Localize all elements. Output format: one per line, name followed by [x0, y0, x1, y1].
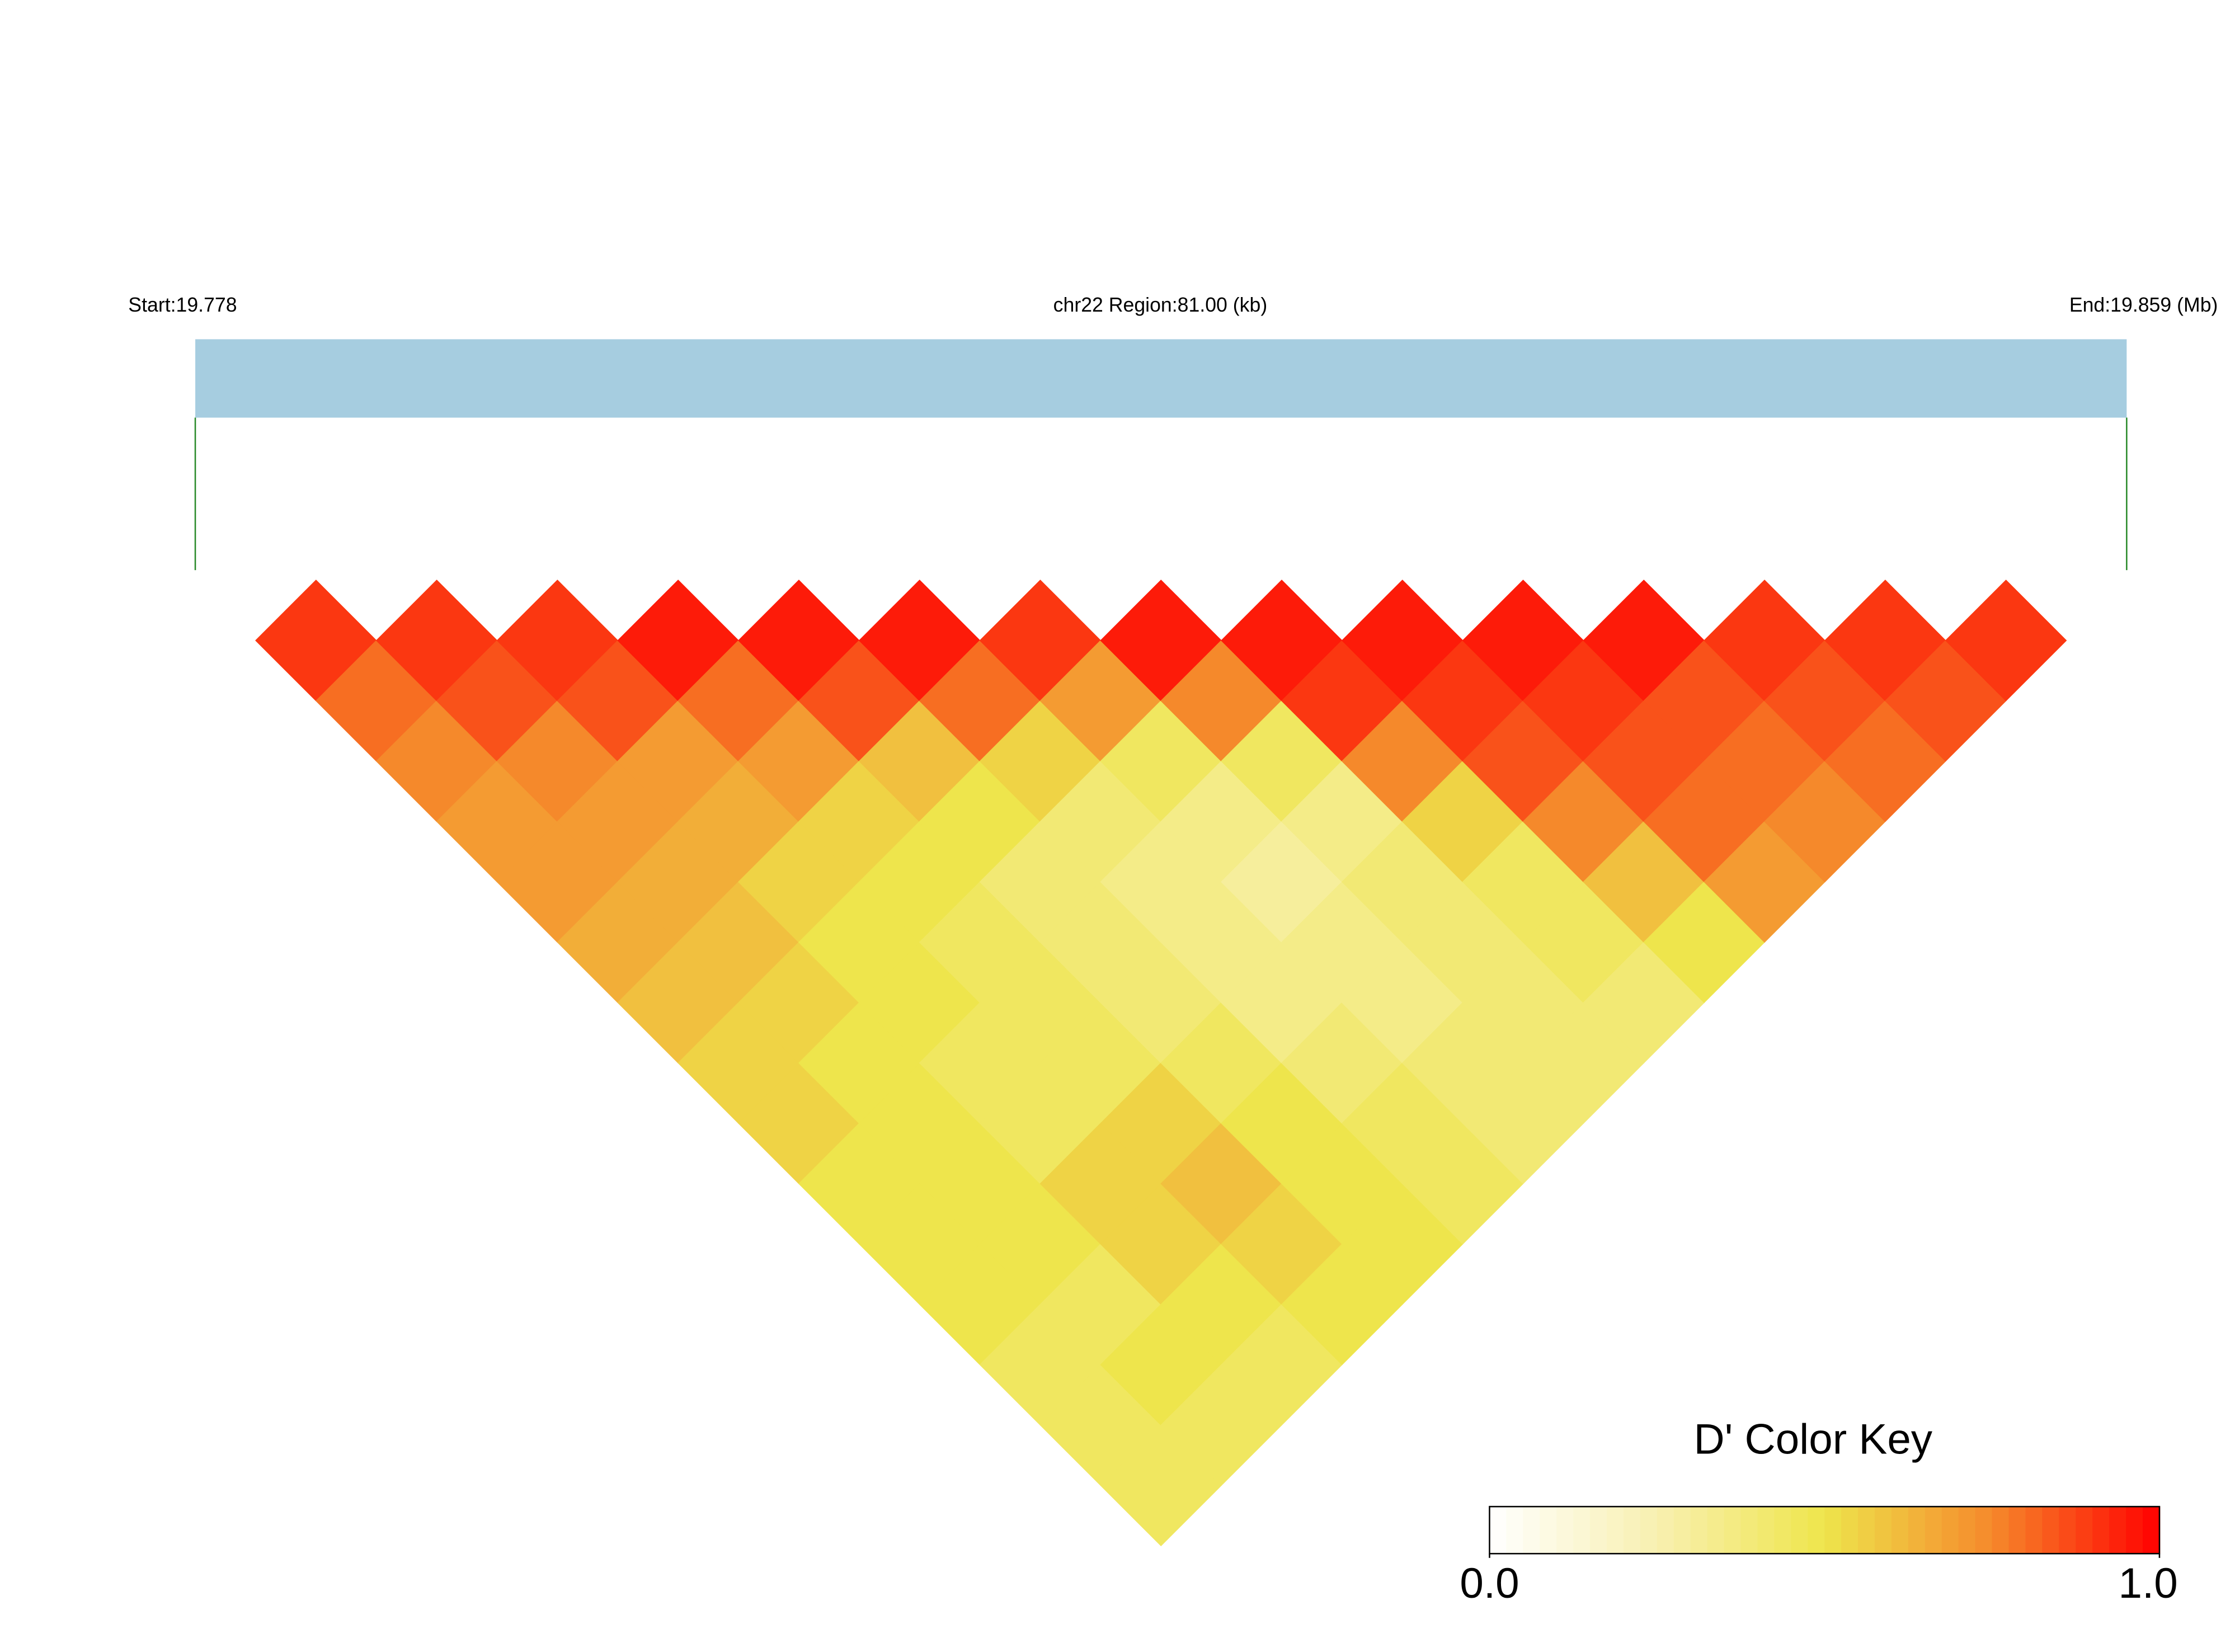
- key-title: D' Color Key: [1694, 1416, 1933, 1463]
- end-label: End:19.859 (Mb): [2069, 294, 2218, 316]
- key-swatch: [1774, 1507, 1792, 1554]
- key-swatch: [2025, 1507, 2043, 1554]
- key-swatch: [2059, 1507, 2077, 1554]
- key-swatch: [1808, 1507, 1825, 1554]
- key-swatch: [1858, 1507, 1876, 1554]
- key-swatch: [1690, 1507, 1708, 1554]
- key-swatch: [1707, 1507, 1725, 1554]
- key-swatch: [1640, 1507, 1658, 1554]
- snp-band: [195, 339, 2127, 418]
- heatmap: [255, 580, 2067, 1547]
- key-swatch: [1791, 1507, 1809, 1554]
- color-key: 0.0 1.0: [1460, 1505, 2178, 1607]
- key-swatch: [1489, 1507, 1507, 1554]
- key-swatch: [1975, 1507, 1993, 1554]
- key-swatch: [2126, 1507, 2144, 1554]
- key-swatch: [1540, 1507, 1558, 1554]
- key-swatch: [1523, 1507, 1541, 1554]
- key-swatch: [1941, 1507, 1959, 1554]
- key-swatch: [2109, 1507, 2127, 1554]
- region-label: chr22 Region:81.00 (kb): [1053, 294, 1268, 316]
- key-swatch: [1623, 1507, 1641, 1554]
- key-swatch: [1891, 1507, 1909, 1554]
- key-swatch: [1875, 1507, 1893, 1554]
- key-swatch: [1740, 1507, 1758, 1554]
- key-tick-label: 1.0: [2118, 1560, 2177, 1607]
- key-swatch: [2143, 1507, 2161, 1554]
- key-swatch: [1724, 1507, 1742, 1554]
- key-swatch: [1657, 1507, 1675, 1554]
- key-swatch: [1908, 1507, 1926, 1554]
- key-swatch: [1607, 1507, 1625, 1554]
- key-swatch: [1824, 1507, 1842, 1554]
- key-swatch: [1992, 1507, 2010, 1554]
- key-swatch: [1590, 1507, 1608, 1554]
- key-swatch: [2092, 1507, 2110, 1554]
- key-swatch: [1673, 1507, 1692, 1554]
- key-swatch: [2008, 1507, 2026, 1554]
- key-swatch: [1556, 1507, 1574, 1554]
- key-swatch: [1573, 1507, 1591, 1554]
- start-label: Start:19.778: [128, 294, 237, 316]
- key-swatch: [1506, 1507, 1524, 1554]
- ld-cell: [1945, 580, 2067, 702]
- key-swatch: [2042, 1507, 2060, 1554]
- key-tick-label: 0.0: [1460, 1560, 1519, 1607]
- key-swatch: [1757, 1507, 1775, 1554]
- key-swatch: [2076, 1507, 2093, 1554]
- key-swatch: [1958, 1507, 1976, 1554]
- key-frame: [1489, 1505, 2161, 1555]
- key-swatch: [1925, 1507, 1943, 1554]
- key-swatch: [1841, 1507, 1859, 1554]
